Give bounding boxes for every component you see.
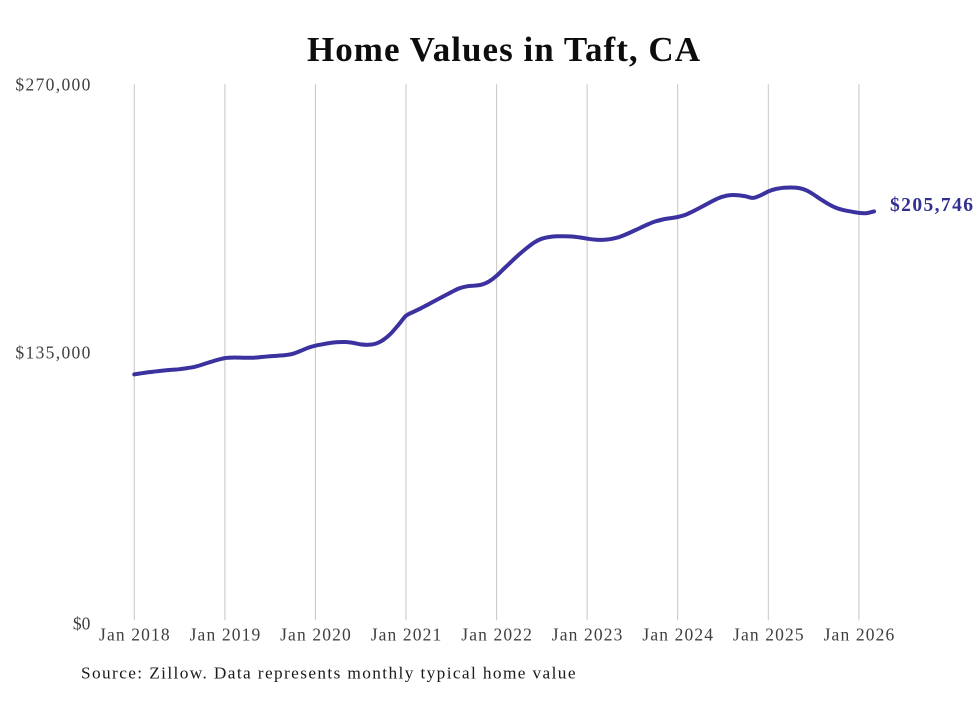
svg-text:Jan 2019: Jan 2019 <box>190 625 261 645</box>
svg-text:Home Values in Taft, CA: Home Values in Taft, CA <box>307 30 701 69</box>
svg-text:Jan 2021: Jan 2021 <box>371 625 442 645</box>
svg-text:Jan 2024: Jan 2024 <box>642 625 713 645</box>
svg-text:$205,746: $205,746 <box>890 195 973 216</box>
svg-text:$0: $0 <box>73 613 91 633</box>
svg-text:Jan 2022: Jan 2022 <box>461 625 532 645</box>
svg-text:Jan 2020: Jan 2020 <box>280 625 351 645</box>
svg-text:$135,000: $135,000 <box>15 342 90 362</box>
svg-text:Jan 2023: Jan 2023 <box>552 625 623 645</box>
svg-text:$270,000: $270,000 <box>15 74 90 94</box>
svg-text:Jan 2026: Jan 2026 <box>824 625 895 645</box>
svg-text:Jan 2018: Jan 2018 <box>99 625 170 645</box>
svg-text:Jan 2025: Jan 2025 <box>733 625 804 645</box>
svg-text:Source: Zillow. Data represent: Source: Zillow. Data represents monthly … <box>81 663 576 682</box>
